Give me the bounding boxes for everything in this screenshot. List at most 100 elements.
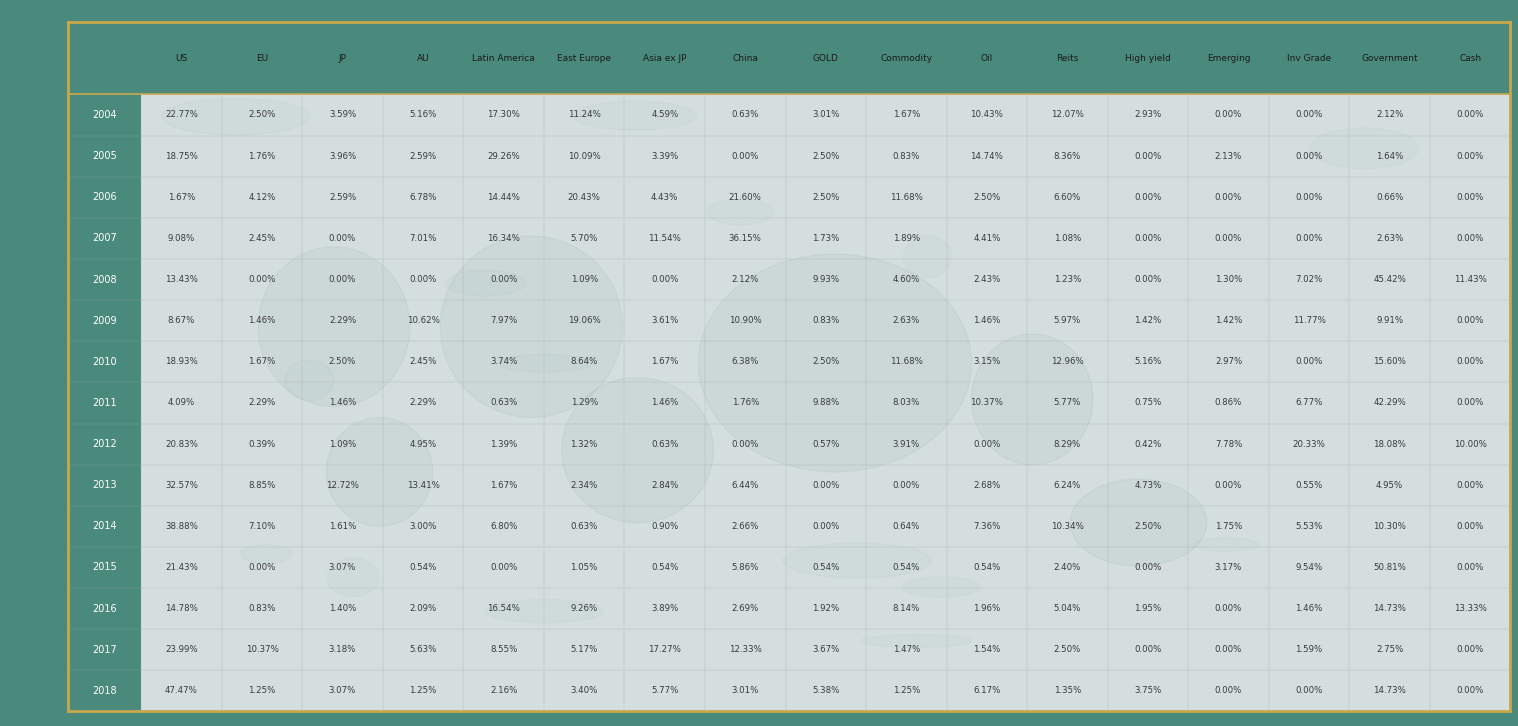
Text: 9.08%: 9.08% <box>168 234 196 243</box>
Bar <box>68 94 141 711</box>
Text: 2004: 2004 <box>93 110 117 120</box>
Text: 2.50%: 2.50% <box>329 357 357 367</box>
Text: 36.15%: 36.15% <box>729 234 762 243</box>
Text: 0.63%: 0.63% <box>651 439 679 449</box>
Text: 17.27%: 17.27% <box>648 645 682 654</box>
Text: 2.75%: 2.75% <box>1375 645 1403 654</box>
Text: 0.54%: 0.54% <box>812 563 839 572</box>
Text: 2.50%: 2.50% <box>973 192 1000 202</box>
Ellipse shape <box>258 247 410 407</box>
Text: 7.02%: 7.02% <box>1295 275 1322 284</box>
Text: 2.09%: 2.09% <box>410 604 437 613</box>
Text: 3.67%: 3.67% <box>812 645 839 654</box>
Text: 1.67%: 1.67% <box>168 192 196 202</box>
Text: 0.57%: 0.57% <box>812 439 839 449</box>
Text: 2.29%: 2.29% <box>410 399 437 407</box>
Ellipse shape <box>903 235 952 278</box>
Text: 1.32%: 1.32% <box>571 439 598 449</box>
Ellipse shape <box>498 354 591 372</box>
Text: 38.88%: 38.88% <box>165 522 197 531</box>
Text: 2005: 2005 <box>93 151 117 161</box>
Text: 2.12%: 2.12% <box>732 275 759 284</box>
Text: 0.00%: 0.00% <box>249 563 276 572</box>
Text: 50.81%: 50.81% <box>1374 563 1406 572</box>
Text: 1.67%: 1.67% <box>651 357 679 367</box>
Text: 0.00%: 0.00% <box>490 275 518 284</box>
Text: 45.42%: 45.42% <box>1374 275 1406 284</box>
Text: 9.26%: 9.26% <box>571 604 598 613</box>
Text: 10.00%: 10.00% <box>1454 439 1486 449</box>
Text: 12.33%: 12.33% <box>729 645 762 654</box>
Text: 0.63%: 0.63% <box>571 522 598 531</box>
Text: GOLD: GOLD <box>812 54 839 62</box>
Text: 8.29%: 8.29% <box>1053 439 1081 449</box>
Text: 3.61%: 3.61% <box>651 316 679 325</box>
Text: 8.67%: 8.67% <box>168 316 196 325</box>
Text: 5.04%: 5.04% <box>1053 604 1081 613</box>
Bar <box>68 22 1510 94</box>
Text: 11.24%: 11.24% <box>568 110 601 120</box>
Text: 0.00%: 0.00% <box>1134 234 1161 243</box>
Text: 10.37%: 10.37% <box>246 645 278 654</box>
Ellipse shape <box>562 378 713 523</box>
Text: 7.36%: 7.36% <box>973 522 1000 531</box>
Text: 1.67%: 1.67% <box>893 110 920 120</box>
Text: 9.88%: 9.88% <box>812 399 839 407</box>
Text: 2.12%: 2.12% <box>1375 110 1403 120</box>
Text: 0.00%: 0.00% <box>1214 604 1242 613</box>
Text: 10.34%: 10.34% <box>1050 522 1084 531</box>
Text: 0.00%: 0.00% <box>812 522 839 531</box>
Text: 18.93%: 18.93% <box>165 357 197 367</box>
Text: 0.00%: 0.00% <box>1214 686 1242 696</box>
Text: 4.43%: 4.43% <box>651 192 679 202</box>
Text: Inv Grade: Inv Grade <box>1287 54 1331 62</box>
Text: 10.30%: 10.30% <box>1374 522 1406 531</box>
Text: 2.50%: 2.50% <box>1134 522 1161 531</box>
Text: 2007: 2007 <box>93 233 117 243</box>
Text: 0.54%: 0.54% <box>893 563 920 572</box>
Ellipse shape <box>1193 538 1258 552</box>
Text: 0.00%: 0.00% <box>1134 192 1161 202</box>
Text: 0.00%: 0.00% <box>812 481 839 490</box>
Text: 3.74%: 3.74% <box>490 357 518 367</box>
Text: High yield: High yield <box>1125 54 1170 62</box>
Text: 0.00%: 0.00% <box>1295 192 1322 202</box>
Text: 8.85%: 8.85% <box>249 481 276 490</box>
Text: 2.50%: 2.50% <box>812 192 839 202</box>
Text: 3.07%: 3.07% <box>329 686 357 696</box>
Text: Cash: Cash <box>1459 54 1482 62</box>
Text: Asia ex JP: Asia ex JP <box>644 54 686 62</box>
Text: 2.66%: 2.66% <box>732 522 759 531</box>
Text: 0.00%: 0.00% <box>973 439 1000 449</box>
Text: 5.63%: 5.63% <box>410 645 437 654</box>
Text: 3.89%: 3.89% <box>651 604 679 613</box>
Text: 11.68%: 11.68% <box>890 357 923 367</box>
Text: 23.99%: 23.99% <box>165 645 197 654</box>
Text: 0.00%: 0.00% <box>249 275 276 284</box>
Text: 1.47%: 1.47% <box>893 645 920 654</box>
Ellipse shape <box>972 334 1093 465</box>
Text: 2.63%: 2.63% <box>1375 234 1403 243</box>
Text: 0.00%: 0.00% <box>410 275 437 284</box>
Text: 10.62%: 10.62% <box>407 316 440 325</box>
Text: 2.50%: 2.50% <box>1053 645 1081 654</box>
Text: AU: AU <box>417 54 430 62</box>
Text: 1.46%: 1.46% <box>1295 604 1322 613</box>
Text: 15.60%: 15.60% <box>1374 357 1406 367</box>
Text: 1.25%: 1.25% <box>249 686 276 696</box>
Text: 5.16%: 5.16% <box>410 110 437 120</box>
Ellipse shape <box>783 543 932 578</box>
Text: 2016: 2016 <box>93 603 117 613</box>
Text: 14.78%: 14.78% <box>165 604 197 613</box>
Text: 0.00%: 0.00% <box>732 152 759 160</box>
Text: 2.43%: 2.43% <box>973 275 1000 284</box>
Text: 2.50%: 2.50% <box>812 357 839 367</box>
Text: 1.25%: 1.25% <box>410 686 437 696</box>
Text: 1.76%: 1.76% <box>249 152 276 160</box>
Text: Oil: Oil <box>981 54 993 62</box>
Text: 16.54%: 16.54% <box>487 604 521 613</box>
Text: 5.77%: 5.77% <box>1053 399 1081 407</box>
Text: 1.46%: 1.46% <box>329 399 357 407</box>
Text: 0.83%: 0.83% <box>812 316 839 325</box>
Text: 0.00%: 0.00% <box>1214 234 1242 243</box>
